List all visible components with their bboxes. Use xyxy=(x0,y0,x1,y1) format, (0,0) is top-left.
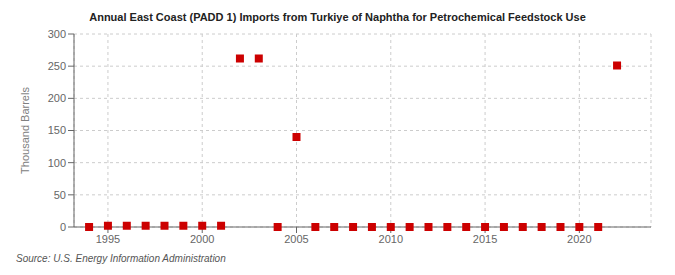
svg-text:2015: 2015 xyxy=(473,233,497,245)
svg-text:1995: 1995 xyxy=(96,233,120,245)
svg-text:50: 50 xyxy=(54,189,66,201)
svg-text:150: 150 xyxy=(48,124,66,136)
svg-text:2020: 2020 xyxy=(567,233,591,245)
html-text:Annual East Coast (PADD 1) Imp: Annual East Coast (PADD 1) Imports from … xyxy=(89,11,586,23)
html-text:Source: U.S. Energy Informatio: Source: U.S. Energy Information Administ… xyxy=(16,253,226,264)
svg-text:2010: 2010 xyxy=(379,233,403,245)
svg-text:200: 200 xyxy=(48,92,66,104)
svg-text:2000: 2000 xyxy=(190,233,214,245)
svg-text:250: 250 xyxy=(48,60,66,72)
svg-text:100: 100 xyxy=(48,157,66,169)
svg-text:300: 300 xyxy=(48,28,66,40)
svg-text:Thousand Barrels: Thousand Barrels xyxy=(19,87,31,174)
svg-text:0: 0 xyxy=(60,221,66,233)
svg-text:2005: 2005 xyxy=(284,233,308,245)
